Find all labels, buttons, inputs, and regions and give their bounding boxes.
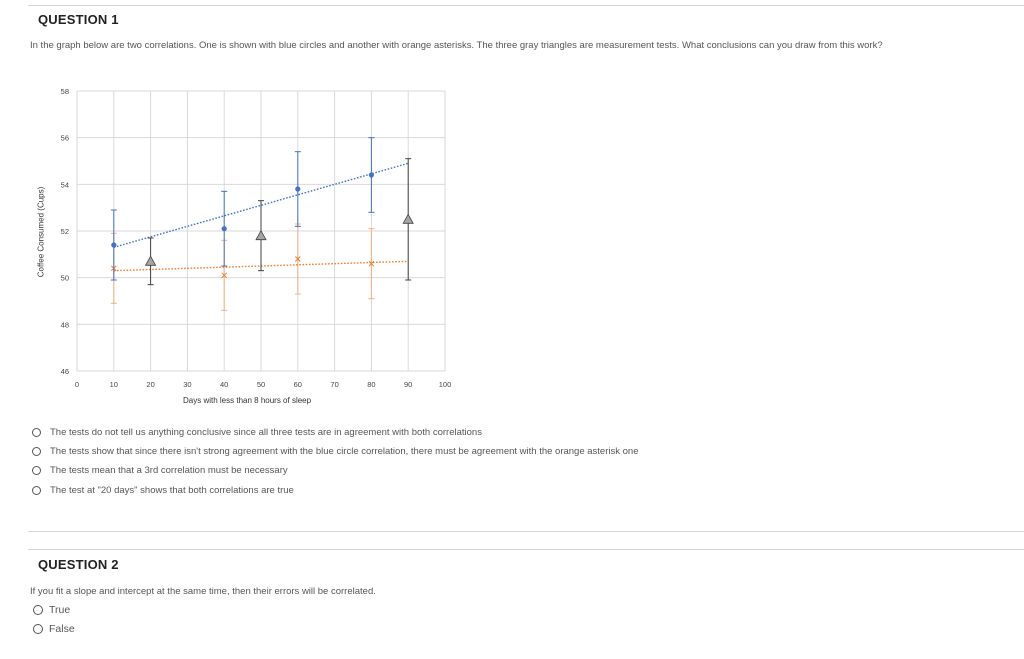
blue-circle-point	[295, 186, 301, 192]
orange-asterisk-point	[221, 272, 228, 279]
y-tick-label: 54	[61, 180, 69, 189]
blue-trendline	[113, 162, 409, 249]
x-tick-label: 20	[146, 380, 154, 389]
question-2-prompt: If you fit a slope and intercept at the …	[30, 586, 376, 597]
question-1-option-2[interactable]: The tests show that since there isn't st…	[32, 446, 638, 457]
blue-circle-point	[111, 242, 117, 248]
gray-triangle-test-point	[255, 229, 267, 241]
y-tick-label: 58	[61, 87, 69, 96]
orange-asterisk-point	[110, 265, 117, 272]
option-label: The tests mean that a 3rd correlation mu…	[50, 465, 288, 476]
y-tick-label: 50	[61, 274, 69, 283]
x-tick-label: 0	[75, 380, 79, 389]
x-tick-label: 10	[110, 380, 118, 389]
y-tick-label: 48	[61, 320, 69, 329]
radio-button[interactable]	[32, 447, 41, 456]
orange-asterisk-point	[221, 272, 228, 279]
x-tick-label: 90	[404, 380, 412, 389]
radio-button[interactable]	[32, 486, 41, 495]
question-1-option-4[interactable]: The test at "20 days" shows that both co…	[32, 485, 294, 496]
question-2-option-true[interactable]: True	[33, 604, 70, 616]
x-tick-label: 60	[294, 380, 302, 389]
option-label: The tests do not tell us anything conclu…	[50, 427, 482, 438]
question-1-prompt: In the graph below are two correlations.…	[30, 40, 883, 51]
option-label: True	[49, 604, 71, 616]
x-tick-label: 100	[439, 380, 452, 389]
section-divider	[28, 549, 1024, 550]
radio-button[interactable]	[32, 466, 41, 475]
gray-triangle-test-point	[402, 213, 414, 224]
chart-x-axis-label: Days with less than 8 hours of sleep	[183, 396, 312, 405]
radio-button[interactable]	[33, 605, 43, 615]
option-label: The test at "20 days" shows that both co…	[50, 485, 294, 496]
orange-asterisk-point	[294, 256, 301, 262]
top-divider	[28, 5, 1024, 6]
orange-asterisk-point	[294, 256, 301, 262]
section-divider	[28, 531, 1024, 532]
question-2-title: QUESTION 2	[38, 557, 119, 572]
orange-asterisk-point	[368, 260, 375, 267]
x-tick-label: 70	[330, 380, 338, 389]
x-tick-label: 30	[183, 380, 191, 389]
question-1-option-3[interactable]: The tests mean that a 3rd correlation mu…	[32, 465, 288, 476]
radio-button[interactable]	[33, 624, 43, 634]
question-1-title: QUESTION 1	[38, 12, 119, 27]
y-tick-label: 46	[61, 367, 69, 376]
question-2-option-false[interactable]: False	[33, 623, 75, 635]
orange-asterisk-point	[368, 260, 375, 267]
y-tick-label: 56	[61, 134, 69, 143]
blue-circle-point	[221, 226, 227, 232]
y-tick-label: 52	[61, 227, 69, 236]
x-tick-label: 50	[257, 380, 265, 389]
option-label: The tests show that since there isn't st…	[50, 446, 639, 457]
orange-asterisk-point	[110, 265, 117, 272]
x-tick-label: 40	[220, 380, 228, 389]
question-1-option-1[interactable]: The tests do not tell us anything conclu…	[32, 427, 482, 438]
chart-y-axis-label: Coffee Consumed (Cups)	[36, 186, 46, 278]
orange-trendline	[113, 260, 409, 272]
blue-circle-point	[368, 172, 374, 178]
radio-button[interactable]	[32, 428, 41, 437]
gray-triangle-test-point	[144, 255, 157, 266]
option-label: False	[49, 623, 75, 635]
x-tick-label: 80	[367, 380, 375, 389]
